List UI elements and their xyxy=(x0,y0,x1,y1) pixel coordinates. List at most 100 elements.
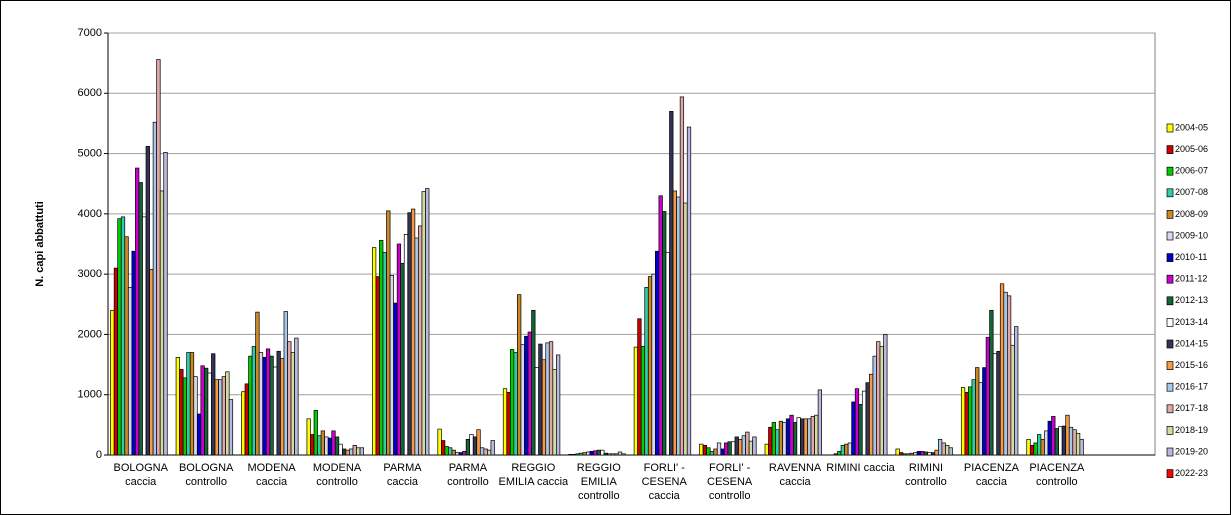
bar xyxy=(552,369,557,456)
bar xyxy=(359,447,364,456)
bar xyxy=(207,372,212,456)
bar xyxy=(1029,445,1035,456)
bar xyxy=(1044,430,1049,456)
bar xyxy=(131,250,136,456)
bar xyxy=(159,190,165,456)
bar xyxy=(996,350,1001,456)
bar xyxy=(672,190,677,456)
bar xyxy=(865,382,870,456)
bar xyxy=(502,388,508,456)
bar xyxy=(982,367,987,456)
legend-swatch xyxy=(1166,145,1174,154)
bar xyxy=(941,442,946,456)
bar xyxy=(294,337,299,456)
bar xyxy=(317,435,322,456)
x-tick-label: REGGIO EMILIA controllo xyxy=(576,462,621,502)
x-tick-label: RAVENNA caccia xyxy=(768,462,822,488)
bar xyxy=(425,188,430,456)
legend-swatch xyxy=(1166,123,1174,133)
bar xyxy=(699,443,704,456)
legend-label: 2012-13 xyxy=(1175,295,1208,305)
bar xyxy=(716,442,722,456)
bar xyxy=(1065,414,1070,456)
bar xyxy=(156,59,161,456)
bar xyxy=(745,431,750,456)
x-tick-label: MODENA controllo xyxy=(312,462,362,488)
bar xyxy=(869,373,874,456)
x-tick-label: RIMINI controllo xyxy=(905,462,947,488)
bar xyxy=(596,449,601,456)
bar xyxy=(269,355,274,456)
legend-swatch xyxy=(1166,231,1174,241)
bar xyxy=(603,452,608,456)
bar xyxy=(410,208,416,456)
bar xyxy=(637,318,642,456)
bar xyxy=(582,452,587,456)
bar xyxy=(327,437,333,456)
x-tick-label: FORLI' - CESENA caccia xyxy=(641,462,687,502)
bar xyxy=(458,452,463,456)
x-tick-label: PIACENZA controllo xyxy=(1029,462,1085,488)
x-tick-label: PARMA caccia xyxy=(383,462,422,488)
bar xyxy=(1072,429,1077,456)
bar xyxy=(520,344,525,456)
bar xyxy=(858,404,863,456)
bar xyxy=(403,234,409,456)
legend-swatch xyxy=(1166,382,1174,392)
bar xyxy=(407,212,412,456)
bar xyxy=(255,311,260,456)
bar xyxy=(127,287,133,456)
bar xyxy=(669,111,674,456)
bar xyxy=(356,447,361,456)
bar xyxy=(341,448,347,456)
legend-label: 2010-11 xyxy=(1175,252,1207,262)
bar xyxy=(138,182,143,456)
bar xyxy=(734,436,739,456)
bar xyxy=(287,341,292,456)
bar xyxy=(389,274,394,456)
bar xyxy=(393,302,398,456)
bar xyxy=(614,453,619,456)
bar xyxy=(541,359,547,456)
bar xyxy=(1014,326,1019,456)
bar xyxy=(349,448,354,456)
bar xyxy=(244,383,249,456)
bar xyxy=(527,331,532,456)
bar xyxy=(372,247,377,456)
bar xyxy=(702,445,707,456)
legend-label: 2013-14 xyxy=(1175,317,1208,327)
legend-label: 2015-16 xyxy=(1175,360,1208,370)
bar xyxy=(418,225,423,456)
y-axis-title: N. capi abbattuti xyxy=(34,201,46,287)
bar xyxy=(1054,428,1059,456)
bar xyxy=(531,309,536,456)
bar xyxy=(1033,442,1038,456)
bar xyxy=(476,429,481,456)
bar xyxy=(556,354,561,456)
bar xyxy=(186,352,191,456)
bar xyxy=(331,430,336,456)
y-tick-label: 1000 xyxy=(78,389,102,401)
bar xyxy=(989,309,994,456)
bar xyxy=(899,452,904,456)
bar xyxy=(658,195,663,456)
bar xyxy=(214,379,219,456)
y-tick-label: 3000 xyxy=(78,268,102,280)
bar xyxy=(382,252,387,456)
bar xyxy=(706,447,711,456)
bar xyxy=(923,451,929,456)
bar xyxy=(909,452,914,456)
bar xyxy=(290,352,295,456)
bar xyxy=(768,426,773,456)
bar xyxy=(640,346,646,456)
x-tick-label: BOLOGNA caccia xyxy=(113,462,168,488)
bar xyxy=(1075,432,1081,456)
bar xyxy=(837,451,842,456)
legend-label: 2008-09 xyxy=(1175,209,1208,219)
bar xyxy=(978,382,983,456)
bar xyxy=(796,417,801,456)
bar xyxy=(396,243,402,456)
bar xyxy=(655,250,660,456)
bar xyxy=(999,283,1005,456)
bar xyxy=(334,436,340,456)
